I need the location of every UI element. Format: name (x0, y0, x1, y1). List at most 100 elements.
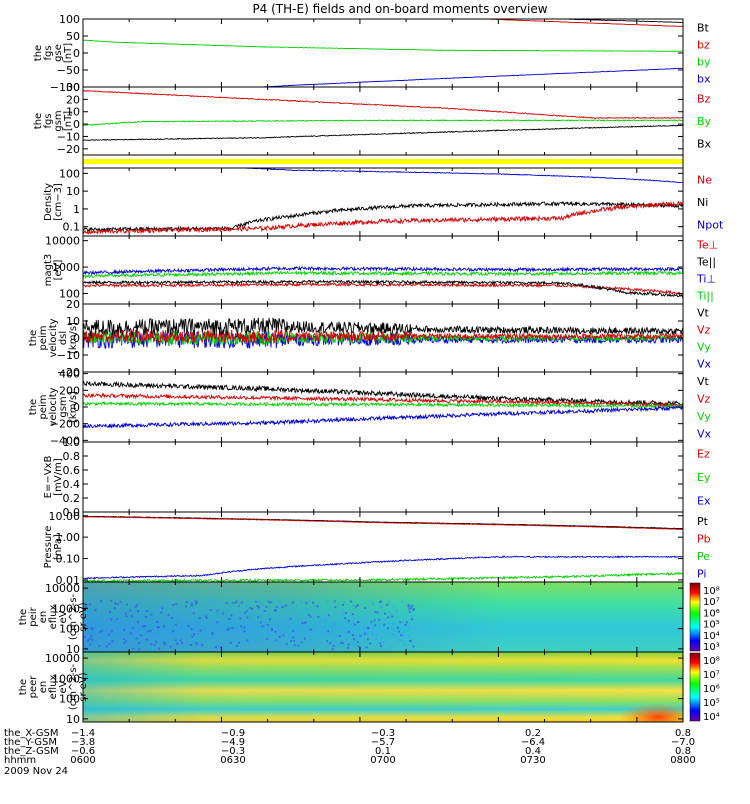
y-axis-label: E=−VxB (43, 456, 54, 499)
spectrogram-pixel (391, 615, 394, 618)
spectrogram-pixel (210, 635, 213, 638)
spectrogram-pixel (410, 607, 413, 610)
spectrogram-pixel (94, 608, 97, 611)
spectrogram-pixel (88, 638, 91, 641)
spectrogram-pixel (292, 626, 295, 629)
spectrogram-pixel (376, 611, 379, 614)
spectrogram-pixel (356, 641, 359, 644)
spectrogram-pixel (123, 642, 125, 644)
y-tick-label: 10000 (45, 582, 80, 595)
spectrogram-pixel (259, 600, 261, 603)
spectrogram-pixel (89, 620, 91, 623)
spectrogram-pixel (171, 616, 174, 619)
x-axis-value: −1.4 (71, 728, 95, 739)
y-tick-label: −10 (57, 130, 80, 143)
spectrogram-pixel (198, 620, 201, 623)
y-axis-label: the (28, 399, 39, 415)
spectrogram-pixel (327, 614, 330, 617)
spectrogram-pixel (326, 600, 329, 603)
spectrogram-pixel (399, 621, 402, 624)
y-axis-label: [nT] (63, 111, 74, 131)
spectrogram-pixel (103, 628, 106, 631)
spectrogram-pixel (352, 621, 355, 624)
y-axis-label: the (18, 679, 29, 695)
spectrogram-pixel (118, 644, 121, 647)
spectrogram-pixel (412, 609, 415, 612)
spectrogram-pixel (169, 645, 172, 648)
spectrogram-pixel (239, 617, 242, 620)
spectrogram-pixel (277, 621, 280, 624)
spectrogram-pixel (246, 611, 249, 614)
spectrogram-pixel (331, 648, 334, 651)
spectrogram-pixel (145, 638, 148, 641)
series-Vz (83, 392, 683, 409)
spectrogram-pixel (401, 600, 403, 603)
spectrogram-pixel (123, 638, 126, 640)
spectrogram-pixel (99, 630, 102, 633)
spectrogram-pixel (205, 617, 208, 619)
spectrogram-pixel (280, 631, 283, 634)
y-axis-label: peir (28, 606, 39, 626)
spectrogram-pixel (116, 618, 119, 620)
y-axis-label: peim (38, 325, 49, 350)
spectrogram-pixel (191, 630, 194, 633)
spectrogram-pixel (242, 601, 245, 604)
spectrogram-pixel (232, 623, 234, 626)
spectrogram-pixel (342, 642, 344, 645)
spectrogram-pixel (167, 613, 170, 616)
spectrogram-pixel (378, 618, 381, 621)
spectrogram-pixel (233, 614, 236, 617)
x-axis-value: −0.9 (221, 728, 245, 739)
spectrogram-pixel (334, 606, 337, 609)
spectrogram-pixel (186, 619, 189, 622)
x-axis-value: −0.3 (221, 746, 245, 757)
spectrogram-pixel (280, 604, 283, 607)
spectrogram-pixel (89, 648, 92, 651)
spectrogram-pixel (364, 631, 366, 634)
legend-Bx: Bx (697, 138, 712, 151)
spectrogram-pixel (144, 616, 147, 618)
spectrogram-pixel (319, 617, 322, 620)
spectrogram-pixel (229, 605, 232, 608)
spectrogram-pixel (177, 605, 180, 608)
spectrogram-pixel (136, 621, 139, 624)
legend-Ez: Ez (697, 448, 710, 461)
spectrogram-pixel (307, 628, 310, 631)
y-axis-label: the (33, 113, 44, 129)
spectrogram-pixel (364, 632, 367, 635)
spectrogram-pixel (381, 605, 383, 608)
spectrogram-pixel (138, 642, 141, 645)
spectrogram-pixel (131, 626, 134, 629)
spectrogram-pixel (212, 609, 215, 612)
spectrogram-pixel (379, 604, 382, 607)
spectrogram-pixel (366, 632, 369, 635)
y-tick-label: 0.4 (63, 478, 81, 491)
spectrogram-pixel (367, 627, 370, 630)
spectrogram-pixel (333, 600, 336, 603)
x-axis-value: −7.0 (671, 737, 695, 748)
x-axis-value: 0.4 (525, 746, 541, 757)
spectrogram-pixel (150, 643, 153, 646)
plot-area (83, 652, 683, 722)
panel-frame (82, 235, 684, 305)
y-tick-label: 10 (66, 713, 80, 726)
spectrogram-pixel (400, 634, 403, 637)
legend-Pi: Pi (697, 567, 706, 580)
colorbar-label: 10⁸ (703, 656, 720, 667)
plot-area (83, 317, 683, 350)
spectrogram-pixel (336, 643, 339, 645)
y-axis-label: eflux (48, 605, 59, 630)
panel-peim_velocity_dsl: 20 10 0 −10 −20 the peim velocity dsl [km/s] Vt Vz V… (28, 298, 712, 379)
series-Pb (83, 516, 683, 530)
spectrogram-pixel (351, 613, 354, 616)
spectrogram-pixel (403, 630, 406, 633)
colorbar-label: 10⁵ (703, 620, 720, 631)
spectrogram-pixel (412, 645, 415, 648)
y-tick-label: 100 (59, 167, 80, 180)
spectrogram-pixel (391, 633, 394, 636)
spectrogram-pixel (98, 644, 101, 647)
spectrogram-pixel (83, 636, 86, 638)
spectrogram-pixel (350, 600, 353, 603)
spectrogram-pixel (150, 610, 153, 613)
